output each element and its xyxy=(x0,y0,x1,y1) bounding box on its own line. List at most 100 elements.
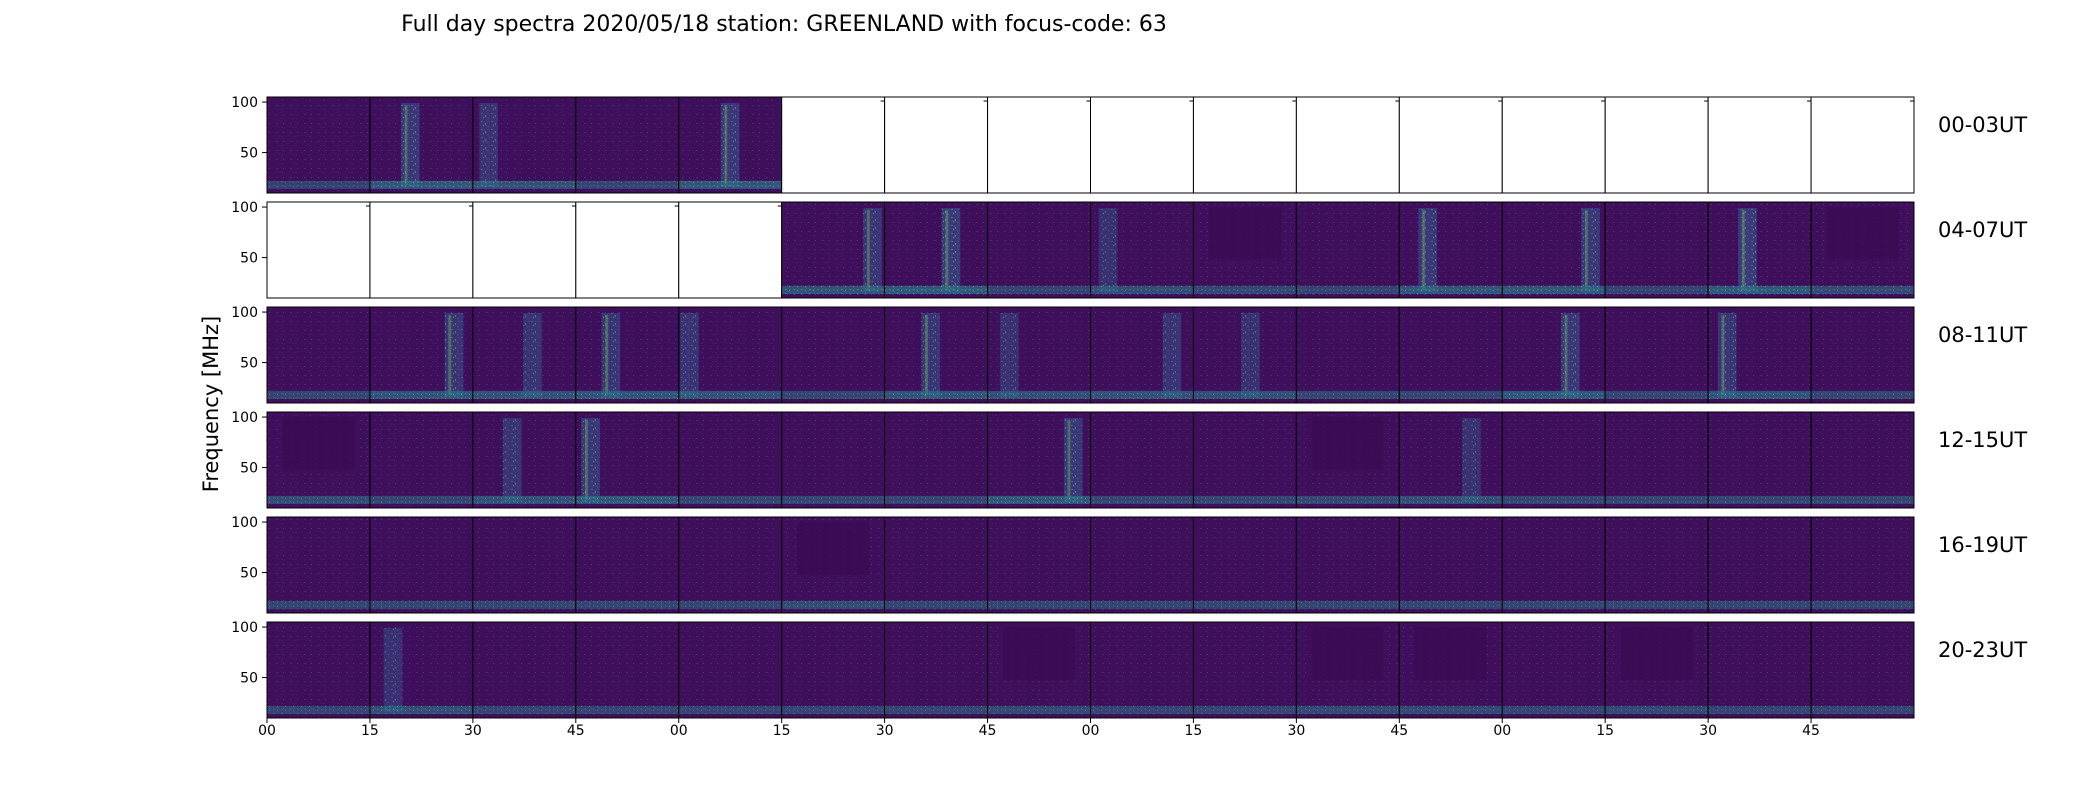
spectrum-panel xyxy=(1707,96,1812,194)
low-frequency-band xyxy=(575,495,679,504)
low-frequency-band xyxy=(1502,705,1606,714)
panel-background xyxy=(1399,517,1503,613)
panel-background xyxy=(1605,412,1709,508)
panel-frame xyxy=(1810,201,1915,299)
spectrum-panel xyxy=(472,96,577,194)
panel-frame xyxy=(1810,621,1915,719)
spectrum-panel xyxy=(1090,411,1194,509)
burst-streak xyxy=(1741,210,1745,290)
quiet-region xyxy=(1311,417,1384,470)
spectrum-panel xyxy=(1398,96,1503,194)
spectrum-panel xyxy=(266,96,371,194)
spectrum-panel xyxy=(1707,306,1812,404)
spectrum-panel xyxy=(1090,516,1194,614)
low-frequency-band xyxy=(1399,285,1503,294)
spectrum-panel xyxy=(1810,621,1915,719)
low-frequency-band xyxy=(575,180,679,189)
panel-no-data xyxy=(1811,97,1914,193)
low-frequency-band xyxy=(678,495,782,504)
panel-background xyxy=(575,97,679,193)
panel-background xyxy=(1399,307,1503,403)
low-frequency-band xyxy=(1193,600,1297,609)
spectrum-panel xyxy=(1192,411,1297,509)
x-tick-label: 15 xyxy=(1185,723,1203,739)
panel-no-data xyxy=(472,202,576,298)
burst-streak xyxy=(1067,420,1071,500)
spectrum-panel xyxy=(1604,201,1709,299)
panel-background xyxy=(678,622,782,718)
panel-background xyxy=(575,517,679,613)
burst-region xyxy=(444,313,464,397)
panel-no-data xyxy=(1296,97,1400,193)
low-frequency-band xyxy=(1090,285,1194,294)
spectrum-panel xyxy=(472,201,577,299)
x-tick-label: 45 xyxy=(1390,723,1408,739)
y-tick-label: 100 xyxy=(231,620,258,636)
low-frequency-band xyxy=(472,180,576,189)
x-axis: 00 15 30 45 00 15 30 45 00 15 30 45 00 15 30 45 xyxy=(258,718,1820,739)
spectrum-panel xyxy=(1604,411,1709,509)
spectrum-panel xyxy=(369,621,474,719)
burst-region xyxy=(680,313,699,397)
burst-streak xyxy=(1422,210,1425,290)
panel-no-data xyxy=(987,97,1091,193)
low-frequency-band xyxy=(575,705,679,714)
quiet-region xyxy=(1620,627,1693,680)
spectrum-panel xyxy=(472,621,577,719)
panel-background xyxy=(884,517,988,613)
spectrum-panel xyxy=(678,621,783,719)
panel-background xyxy=(1811,307,1914,403)
spectrum-panel xyxy=(884,621,989,719)
spectrum-panel xyxy=(575,621,680,719)
burst-region xyxy=(999,313,1019,397)
spectrum-panel xyxy=(1501,96,1606,194)
spectrum-panel xyxy=(884,411,989,509)
y-tick-label: 100 xyxy=(231,410,258,426)
low-frequency-band xyxy=(1811,390,1914,399)
panel-background xyxy=(1811,622,1914,718)
burst-region xyxy=(581,418,600,502)
spectrum-panel xyxy=(1192,621,1297,719)
low-frequency-band xyxy=(1296,390,1400,399)
panel-frame xyxy=(1810,306,1915,404)
x-tick-label: 00 xyxy=(1082,723,1100,739)
low-frequency-band xyxy=(369,495,473,504)
spectrum-panel xyxy=(1295,516,1400,614)
panel-background xyxy=(369,97,473,193)
burst-region xyxy=(1717,313,1737,397)
spectrum-panel xyxy=(1295,201,1400,299)
x-tick-label: 15 xyxy=(361,723,379,739)
spectrum-panel xyxy=(1295,96,1400,194)
low-frequency-band xyxy=(1502,390,1606,399)
low-frequency-band xyxy=(1811,600,1914,609)
quiet-region xyxy=(1414,627,1487,680)
spectra-grid: 50 100 00-03UT 50 100 04-07UT 50 100 08-11UT 50 10… xyxy=(231,95,2027,719)
spectrum-panel xyxy=(266,516,371,614)
low-frequency-band xyxy=(781,390,885,399)
panel-no-data xyxy=(1708,97,1812,193)
spectrum-panel xyxy=(987,411,1091,509)
spectrum-panel xyxy=(1707,516,1812,614)
spectra-row-5: 50 100 20-23UT xyxy=(231,620,2027,719)
burst-region xyxy=(921,313,940,397)
burst-streak xyxy=(585,420,588,500)
y-tick-label: 50 xyxy=(240,671,258,687)
low-frequency-band xyxy=(1605,600,1709,609)
spectrum-panel xyxy=(266,411,371,509)
spectrum-panel xyxy=(1192,306,1297,404)
panel-background xyxy=(1708,622,1812,718)
spectrum-panel xyxy=(987,201,1091,299)
low-frequency-band xyxy=(1399,600,1503,609)
y-tick-label: 50 xyxy=(240,146,258,162)
x-tick-label: 45 xyxy=(1802,723,1820,739)
panel-background xyxy=(1502,622,1606,718)
panel-background xyxy=(1193,517,1297,613)
panel-background xyxy=(1399,412,1503,508)
spectrum-panel xyxy=(884,516,989,614)
panel-no-data xyxy=(1399,97,1503,193)
low-frequency-band xyxy=(1090,600,1194,609)
low-frequency-band xyxy=(987,705,1091,714)
spectrum-panel xyxy=(1295,306,1400,404)
low-frequency-band xyxy=(987,285,1091,294)
